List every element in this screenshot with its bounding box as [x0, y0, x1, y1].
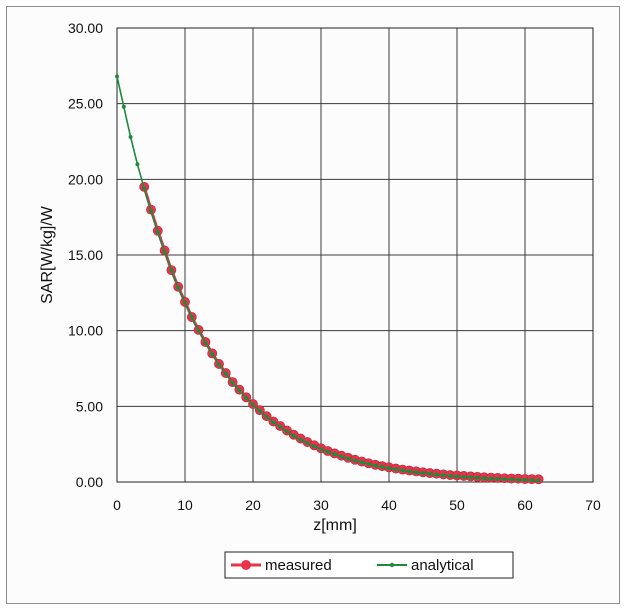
point-analytical [359, 460, 364, 465]
point-analytical [244, 396, 249, 401]
point-analytical [115, 74, 119, 79]
point-analytical [434, 472, 439, 477]
point-analytical [217, 362, 221, 367]
point-analytical [142, 186, 147, 191]
point-analytical [502, 477, 507, 482]
point-analytical [196, 328, 201, 333]
point-analytical [495, 476, 500, 481]
legend-label-analytical: analytical [411, 557, 474, 574]
point-analytical [346, 456, 351, 461]
point-analytical [291, 433, 296, 438]
point-analytical [319, 447, 323, 452]
x-tick-labels: 0 10 20 30 40 50 60 70 [113, 497, 601, 513]
grid [116, 27, 594, 483]
x-tick-label: 0 [113, 497, 121, 513]
point-analytical [482, 476, 487, 481]
point-analytical [162, 249, 167, 254]
point-analytical [257, 408, 262, 413]
point-analytical [312, 444, 317, 449]
point-analytical [380, 464, 385, 469]
y-tick-label: 30.00 [68, 20, 103, 36]
point-analytical [285, 429, 289, 434]
point-analytical [155, 230, 160, 235]
point-analytical [237, 388, 242, 393]
x-tick-label: 10 [177, 497, 193, 513]
y-tick-label: 5.00 [76, 398, 103, 414]
point-analytical [176, 285, 181, 290]
y-tick-label: 0.00 [76, 474, 103, 490]
point-analytical [339, 454, 344, 459]
point-analytical [128, 134, 133, 139]
y-tick-label: 25.00 [68, 96, 103, 112]
point-analytical [325, 449, 330, 454]
point-analytical [529, 478, 534, 483]
point-analytical [149, 209, 153, 214]
point-analytical [421, 471, 425, 476]
point-analytical [135, 162, 140, 167]
point-analytical [393, 467, 398, 472]
x-axis-label: z[mm] [313, 517, 357, 534]
legend-marker-analytical [389, 562, 395, 568]
point-analytical [373, 463, 378, 468]
chart-frame [6, 6, 620, 604]
x-tick-label: 20 [245, 497, 261, 513]
point-analytical [121, 104, 126, 109]
y-tick-label: 20.00 [68, 171, 103, 187]
x-tick-label: 60 [517, 497, 533, 513]
point-analytical [387, 466, 391, 471]
point-analytical [400, 468, 405, 473]
point-analytical [305, 440, 310, 445]
point-analytical [489, 476, 493, 481]
point-analytical [278, 424, 283, 429]
y-tick-labels: 0.00 5.00 10.00 15.00 20.00 25.00 30.00 [68, 20, 103, 490]
legend-marker-measured [241, 560, 251, 570]
point-analytical [271, 420, 276, 425]
plot-area [116, 27, 594, 483]
point-analytical [183, 300, 187, 305]
x-tick-label: 40 [381, 497, 397, 513]
point-analytical [298, 437, 303, 442]
point-analytical [189, 315, 194, 320]
legend-label-measured: measured [265, 557, 332, 574]
point-analytical [366, 461, 371, 466]
point-analytical [509, 477, 514, 482]
series-line-measured [142, 186, 539, 481]
y-axis-label: SAR[W/kg]/W [39, 205, 56, 304]
x-tick-label: 70 [585, 497, 601, 513]
point-analytical [523, 477, 527, 482]
point-analytical [407, 469, 412, 474]
point-analytical [223, 371, 228, 376]
y-tick-label: 15.00 [68, 247, 103, 263]
legend: measured analytical [224, 551, 514, 579]
point-analytical [455, 474, 459, 479]
point-analytical [210, 352, 215, 357]
series-layer [115, 74, 544, 485]
point-analytical [251, 402, 255, 407]
series-line-analytical [116, 76, 539, 482]
x-tick-label: 30 [313, 497, 329, 513]
point-analytical [468, 475, 473, 480]
x-tick-label: 50 [449, 497, 465, 513]
point-analytical [353, 458, 357, 463]
legend-box [224, 551, 514, 579]
point-analytical [475, 475, 480, 480]
y-tick-label: 10.00 [68, 323, 103, 339]
point-analytical [516, 477, 521, 482]
point-analytical [230, 380, 235, 385]
point-analytical [264, 414, 269, 419]
point-analytical [203, 340, 208, 345]
point-analytical [427, 471, 432, 476]
point-analytical [169, 268, 174, 273]
point-analytical [448, 473, 453, 478]
point-analytical [461, 474, 466, 479]
point-analytical [441, 473, 446, 478]
point-analytical [414, 470, 419, 475]
point-analytical [536, 478, 541, 483]
point-analytical [332, 452, 337, 457]
